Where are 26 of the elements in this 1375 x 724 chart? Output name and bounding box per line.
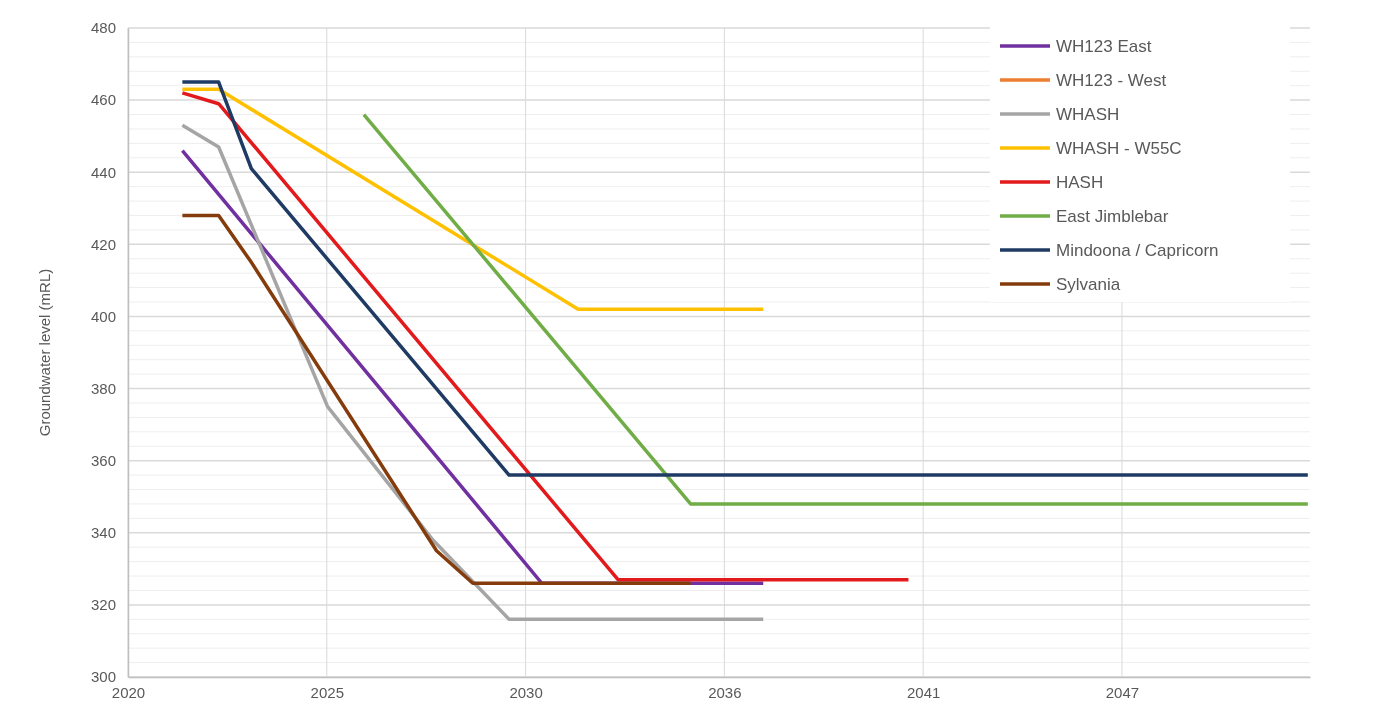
- legend-label: WHASH: [1056, 104, 1120, 124]
- legend-label: WH123 East: [1056, 36, 1152, 56]
- x-tick-label: 2025: [310, 683, 344, 701]
- legend-label: HASH: [1056, 172, 1104, 192]
- legend-label: Mindoona / Capricorn: [1056, 240, 1219, 260]
- x-tick-label: 2041: [906, 683, 941, 701]
- x-tick-label: 2036: [708, 683, 742, 701]
- y-tick-label: 400: [90, 307, 116, 325]
- legend-label: Sylvania: [1056, 274, 1121, 294]
- legend-label: WHASH - W55C: [1056, 138, 1182, 158]
- y-tick-label: 480: [90, 19, 116, 37]
- y-tick-label: 340: [90, 524, 116, 542]
- y-axis-title: Groundwater level (mRL): [36, 268, 53, 437]
- y-tick-label: 440: [90, 163, 116, 181]
- legend-label: East Jimblebar: [1056, 206, 1169, 226]
- y-tick-label: 320: [90, 596, 116, 614]
- x-tick-label: 2047: [1105, 683, 1140, 701]
- x-tick-label: 2020: [111, 683, 146, 701]
- y-tick-label: 360: [90, 451, 116, 469]
- legend-label: WH123 - West: [1056, 70, 1167, 90]
- y-tick-label: 380: [90, 379, 116, 397]
- line-series: [180, 213, 693, 586]
- x-tick-label: 2030: [509, 683, 543, 701]
- y-tick-label: 420: [90, 235, 116, 253]
- y-tick-label: 460: [90, 91, 116, 109]
- y-tick-label: 300: [90, 668, 116, 686]
